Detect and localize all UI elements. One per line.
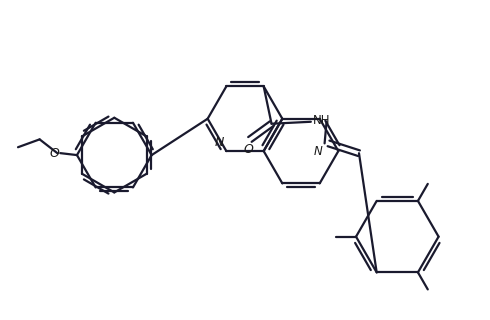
Text: O: O: [49, 147, 59, 160]
Text: NH: NH: [313, 114, 330, 127]
Text: N: N: [215, 136, 224, 149]
Text: N: N: [314, 145, 322, 158]
Text: O: O: [243, 143, 253, 156]
